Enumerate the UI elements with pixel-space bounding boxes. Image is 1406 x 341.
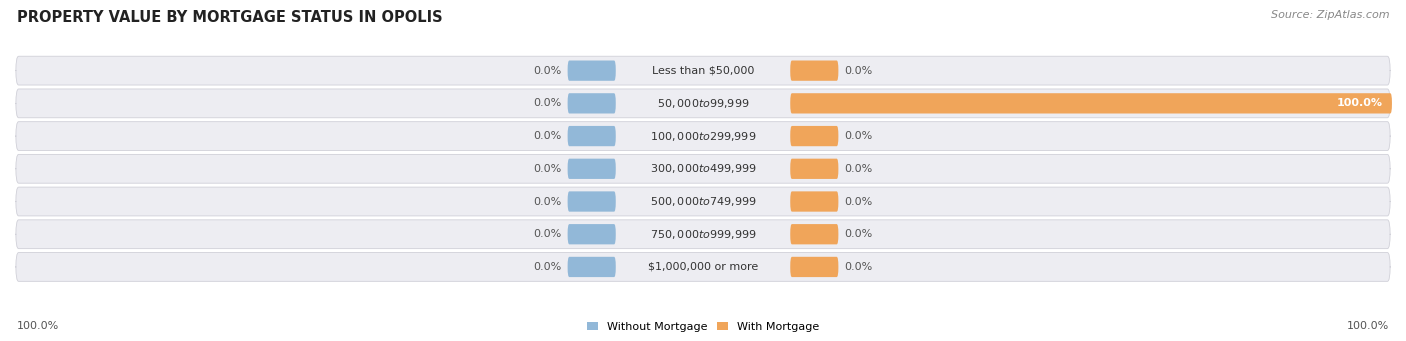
- Text: $100,000 to $299,999: $100,000 to $299,999: [650, 130, 756, 143]
- Text: $300,000 to $499,999: $300,000 to $499,999: [650, 162, 756, 175]
- Text: Source: ZipAtlas.com: Source: ZipAtlas.com: [1271, 10, 1389, 20]
- Text: 0.0%: 0.0%: [845, 65, 873, 76]
- Text: 0.0%: 0.0%: [533, 229, 561, 239]
- Text: 0.0%: 0.0%: [533, 262, 561, 272]
- Text: 0.0%: 0.0%: [533, 98, 561, 108]
- Text: 100.0%: 100.0%: [1337, 98, 1384, 108]
- Text: Less than $50,000: Less than $50,000: [652, 65, 754, 76]
- FancyBboxPatch shape: [568, 126, 616, 146]
- FancyBboxPatch shape: [790, 191, 838, 212]
- Text: 100.0%: 100.0%: [17, 321, 59, 331]
- Text: 0.0%: 0.0%: [533, 196, 561, 207]
- FancyBboxPatch shape: [568, 191, 616, 212]
- FancyBboxPatch shape: [15, 220, 1391, 249]
- Text: 0.0%: 0.0%: [845, 229, 873, 239]
- FancyBboxPatch shape: [790, 159, 838, 179]
- FancyBboxPatch shape: [15, 154, 1391, 183]
- Text: 0.0%: 0.0%: [533, 164, 561, 174]
- FancyBboxPatch shape: [568, 224, 616, 244]
- FancyBboxPatch shape: [15, 253, 1391, 281]
- FancyBboxPatch shape: [568, 159, 616, 179]
- Text: $1,000,000 or more: $1,000,000 or more: [648, 262, 758, 272]
- Legend: Without Mortgage, With Mortgage: Without Mortgage, With Mortgage: [588, 322, 818, 332]
- FancyBboxPatch shape: [568, 93, 616, 114]
- Text: $500,000 to $749,999: $500,000 to $749,999: [650, 195, 756, 208]
- Text: 0.0%: 0.0%: [845, 131, 873, 141]
- FancyBboxPatch shape: [790, 257, 838, 277]
- FancyBboxPatch shape: [15, 56, 1391, 85]
- FancyBboxPatch shape: [15, 122, 1391, 150]
- FancyBboxPatch shape: [790, 60, 838, 81]
- Text: 0.0%: 0.0%: [533, 131, 561, 141]
- FancyBboxPatch shape: [790, 126, 838, 146]
- FancyBboxPatch shape: [790, 224, 838, 244]
- FancyBboxPatch shape: [568, 257, 616, 277]
- FancyBboxPatch shape: [15, 187, 1391, 216]
- Text: PROPERTY VALUE BY MORTGAGE STATUS IN OPOLIS: PROPERTY VALUE BY MORTGAGE STATUS IN OPO…: [17, 10, 443, 25]
- Text: 100.0%: 100.0%: [1347, 321, 1389, 331]
- FancyBboxPatch shape: [568, 60, 616, 81]
- FancyBboxPatch shape: [15, 89, 1391, 118]
- Text: 0.0%: 0.0%: [845, 164, 873, 174]
- Text: 0.0%: 0.0%: [845, 262, 873, 272]
- Text: $50,000 to $99,999: $50,000 to $99,999: [657, 97, 749, 110]
- Text: 0.0%: 0.0%: [533, 65, 561, 76]
- Text: $750,000 to $999,999: $750,000 to $999,999: [650, 228, 756, 241]
- FancyBboxPatch shape: [790, 93, 1392, 114]
- Text: 0.0%: 0.0%: [845, 196, 873, 207]
